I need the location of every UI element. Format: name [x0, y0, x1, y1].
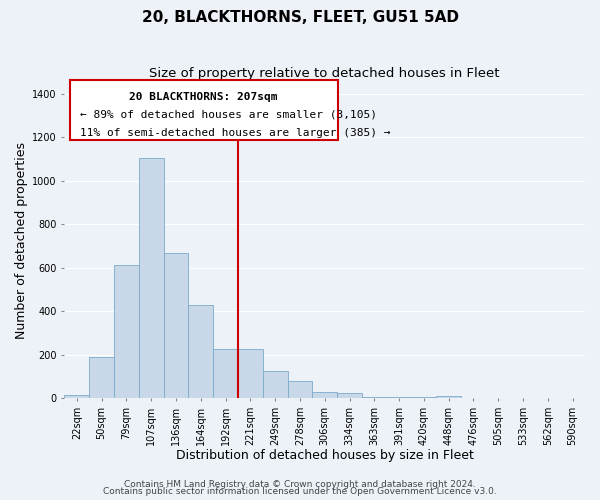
- Bar: [213, 350, 238, 399]
- Bar: [313, 392, 337, 398]
- Bar: [337, 393, 362, 398]
- Bar: [114, 264, 139, 398]
- Y-axis label: Number of detached properties: Number of detached properties: [15, 142, 28, 339]
- FancyBboxPatch shape: [70, 80, 338, 140]
- Text: 20, BLACKTHORNS, FLEET, GU51 5AD: 20, BLACKTHORNS, FLEET, GU51 5AD: [142, 10, 458, 25]
- Text: ← 89% of detached houses are smaller (3,105): ← 89% of detached houses are smaller (3,…: [80, 110, 377, 120]
- Text: 20 BLACKTHORNS: 207sqm: 20 BLACKTHORNS: 207sqm: [130, 92, 278, 102]
- Bar: [436, 396, 461, 398]
- Bar: [89, 357, 114, 399]
- Bar: [139, 158, 164, 398]
- Text: 11% of semi-detached houses are larger (385) →: 11% of semi-detached houses are larger (…: [80, 128, 391, 138]
- Bar: [362, 397, 386, 398]
- X-axis label: Distribution of detached houses by size in Fleet: Distribution of detached houses by size …: [176, 450, 473, 462]
- Text: Contains public sector information licensed under the Open Government Licence v3: Contains public sector information licen…: [103, 488, 497, 496]
- Bar: [64, 395, 89, 398]
- Bar: [238, 350, 263, 399]
- Title: Size of property relative to detached houses in Fleet: Size of property relative to detached ho…: [149, 68, 500, 80]
- Bar: [412, 397, 436, 398]
- Bar: [188, 305, 213, 398]
- Bar: [263, 371, 287, 398]
- Bar: [386, 397, 412, 398]
- Bar: [164, 252, 188, 398]
- Text: Contains HM Land Registry data © Crown copyright and database right 2024.: Contains HM Land Registry data © Crown c…: [124, 480, 476, 489]
- Bar: [287, 381, 313, 398]
